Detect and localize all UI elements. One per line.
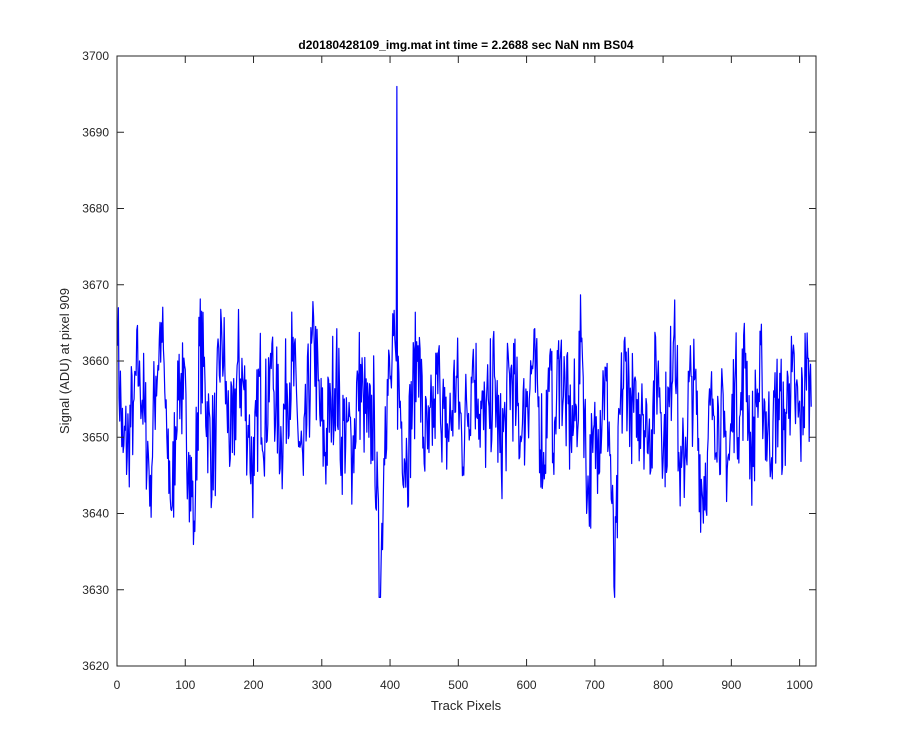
chart-title: d20180428109_img.mat int time = 2.2688 s…	[298, 38, 634, 52]
data-layer	[117, 85, 812, 598]
y-axis-label: Signal (ADU) at pixel 909	[57, 288, 72, 434]
x-tick-label: 0	[114, 678, 121, 692]
x-axis-label: Track Pixels	[431, 698, 502, 713]
axes-layer: 0 100 200 300 400 500 600 700 800 900 1000 3620 3630…	[82, 49, 817, 692]
y-tick-label: 3700	[82, 49, 109, 63]
x-tick-label: 600	[517, 678, 537, 692]
y-tick-label: 3630	[82, 583, 109, 597]
x-tick-label: 500	[448, 678, 468, 692]
x-tick-label: 800	[653, 678, 673, 692]
y-tick-label: 3640	[82, 507, 109, 521]
x-tick-label: 300	[312, 678, 332, 692]
plot-area-background	[117, 56, 816, 666]
x-tick-label: 1000	[786, 678, 813, 692]
y-tick-label: 3690	[82, 125, 109, 139]
x-tick-label: 400	[380, 678, 400, 692]
y-tick-label: 3650	[82, 430, 109, 444]
x-tick-label: 900	[721, 678, 741, 692]
x-tick-label: 100	[175, 678, 195, 692]
series-line-0	[117, 85, 812, 598]
y-tick-label: 3670	[82, 278, 109, 292]
y-tick-label: 3660	[82, 354, 109, 368]
y-tick-label: 3680	[82, 202, 109, 216]
x-tick-label: 200	[244, 678, 264, 692]
x-tick-label: 700	[585, 678, 605, 692]
y-tick-label: 3620	[82, 659, 109, 673]
